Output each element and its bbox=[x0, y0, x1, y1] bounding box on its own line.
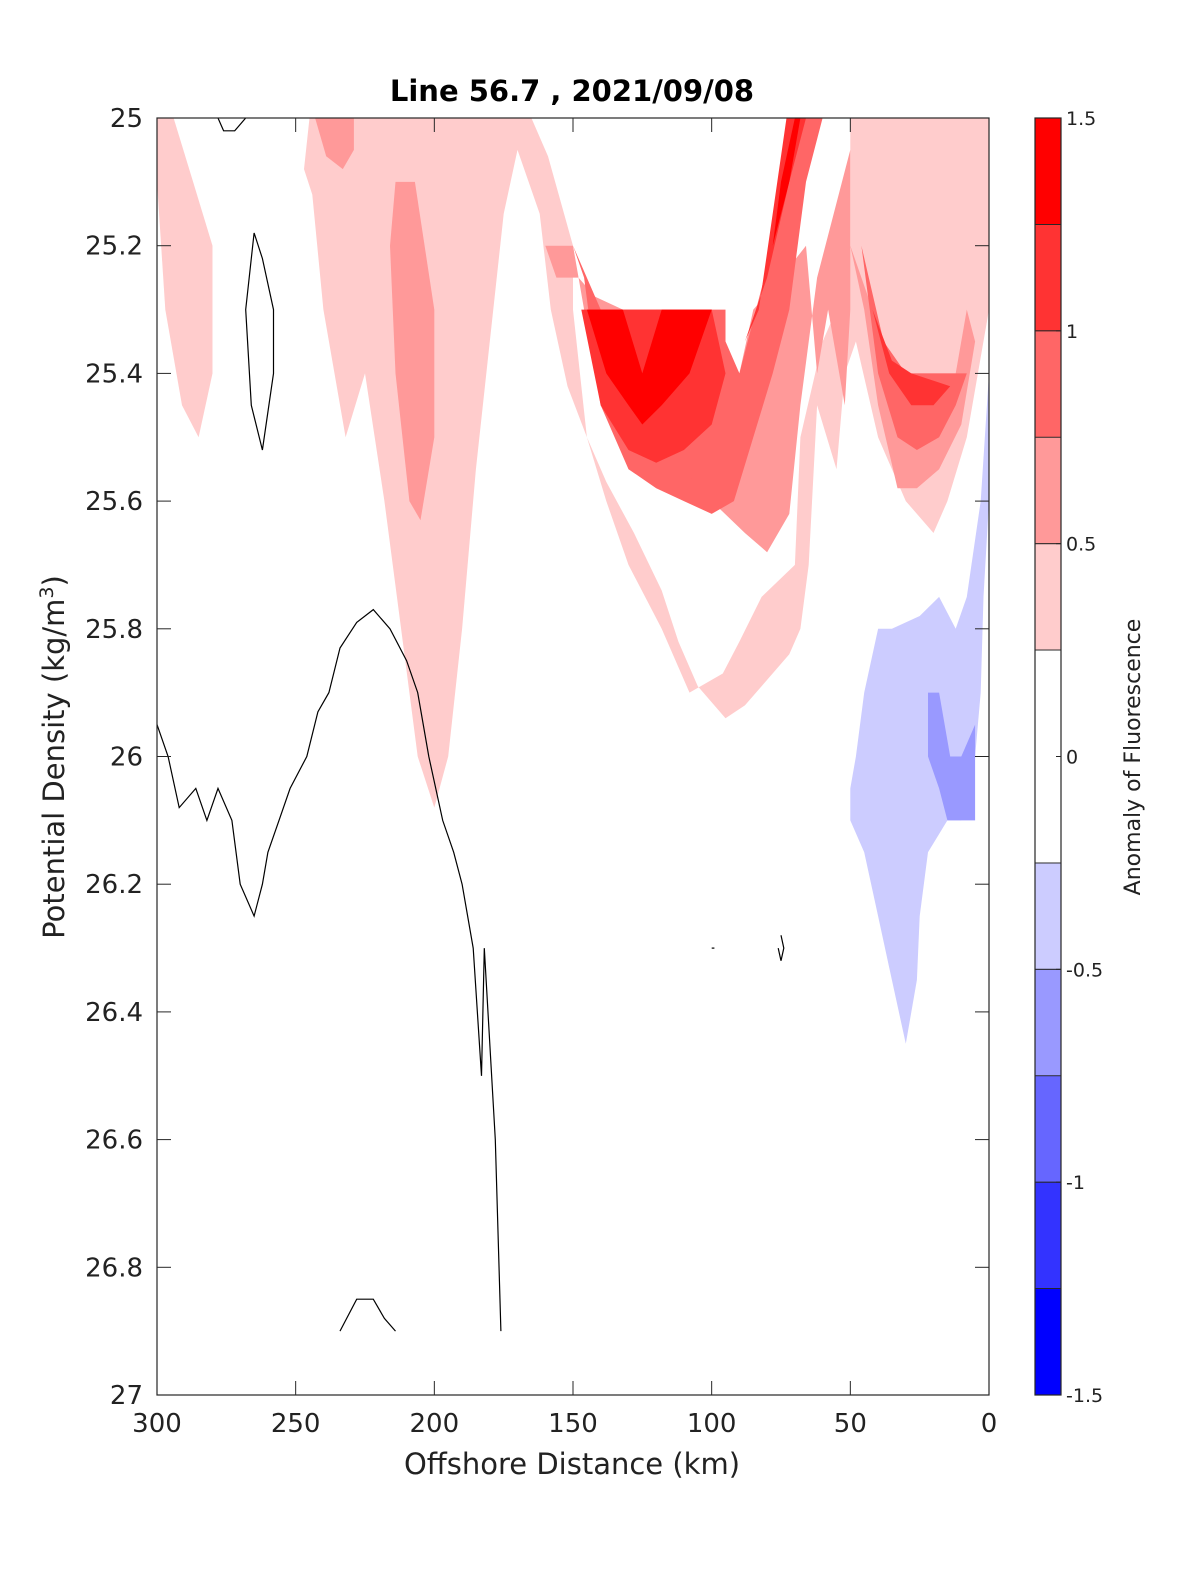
colorbar-swatch bbox=[1035, 437, 1061, 544]
colorbar-swatch bbox=[1035, 330, 1061, 438]
zero-contour-line bbox=[245, 232, 275, 451]
contour-fill-region bbox=[772, 118, 801, 246]
colorbar-swatch bbox=[1035, 543, 1061, 651]
zero-contour-line bbox=[339, 1298, 396, 1332]
y-axis-label: Potential Density (kg/m3) bbox=[36, 575, 71, 939]
contour-fill-region bbox=[304, 118, 989, 808]
y-tick-label: 25.8 bbox=[85, 615, 143, 645]
colorbar-tick-label: 0.5 bbox=[1066, 534, 1096, 556]
y-axis-label-close: ) bbox=[37, 575, 71, 586]
colorbar-swatch bbox=[1035, 969, 1061, 1076]
x-tick-label: 300 bbox=[132, 1409, 182, 1439]
contour-fill-region bbox=[157, 118, 213, 438]
colorbar-swatch bbox=[1035, 862, 1061, 970]
y-tick-label: 26.8 bbox=[85, 1253, 143, 1283]
colorbar-tick-label: 1 bbox=[1066, 321, 1078, 343]
x-tick-label: 250 bbox=[271, 1409, 321, 1439]
zero-contour-line bbox=[777, 935, 785, 961]
colorbar-tick-label: -0.5 bbox=[1066, 959, 1103, 981]
y-tick-label: 26.6 bbox=[85, 1126, 143, 1156]
y-axis-label-superscript: 3 bbox=[36, 586, 58, 598]
y-tick-label: 26.4 bbox=[85, 998, 143, 1028]
zero-contour-line bbox=[157, 608, 502, 1332]
colorbar-tick-label: -1.5 bbox=[1066, 1385, 1103, 1407]
x-tick-label: 200 bbox=[410, 1409, 460, 1439]
y-tick-label: 27 bbox=[110, 1381, 143, 1411]
x-tick-label: 50 bbox=[834, 1409, 867, 1439]
plot-axes: 300 250 200 150 100 50 0 25 25.2 25.4 25.6 25.8 26 26… bbox=[85, 104, 997, 1439]
y-tick-label: 25.6 bbox=[85, 487, 143, 517]
colorbar-tick-label: 0 bbox=[1066, 747, 1078, 769]
y-tick-label: 25.4 bbox=[85, 359, 143, 389]
y-tick-label: 26.2 bbox=[85, 870, 143, 900]
colorbar-label: Anomaly of Fluorescence bbox=[1121, 619, 1146, 896]
contour-fill-region bbox=[872, 309, 951, 406]
x-tick-label: 100 bbox=[687, 1409, 737, 1439]
colorbar-tick-label: -1 bbox=[1066, 1172, 1085, 1194]
colorbar-swatch bbox=[1035, 1075, 1061, 1183]
contour-fill-region bbox=[586, 309, 712, 425]
y-tick-label: 25 bbox=[110, 104, 143, 134]
contour-fill-region bbox=[315, 118, 354, 170]
contour-fill-region bbox=[861, 245, 967, 450]
zero-contour-line bbox=[217, 118, 247, 132]
y-tick-label: 25.2 bbox=[85, 232, 143, 262]
y-axis-label-main: Potential Density (kg/m bbox=[37, 599, 71, 939]
y-tick-label: 26 bbox=[110, 743, 143, 773]
colorbar-swatch bbox=[1035, 1182, 1061, 1289]
x-tick-label: 150 bbox=[548, 1409, 598, 1439]
colorbar-swatch bbox=[1035, 1288, 1061, 1395]
colorbar-tick-label: 1.5 bbox=[1066, 108, 1096, 130]
x-tick-label: 0 bbox=[981, 1409, 998, 1439]
chart-title: Line 56.7 , 2021/09/08 bbox=[390, 74, 754, 108]
colorbar-swatch bbox=[1035, 224, 1061, 331]
x-axis-label: Offshore Distance (km) bbox=[404, 1447, 740, 1481]
colorbar: -1.5 -1 -0.5 0 0.5 1 1.5 bbox=[1034, 108, 1103, 1407]
contour-fill-region bbox=[390, 181, 435, 521]
contour-fill-region bbox=[928, 692, 976, 821]
colorbar-swatch bbox=[1035, 118, 1061, 225]
plot-area bbox=[157, 118, 989, 1395]
contour-fill-region bbox=[850, 373, 989, 1044]
